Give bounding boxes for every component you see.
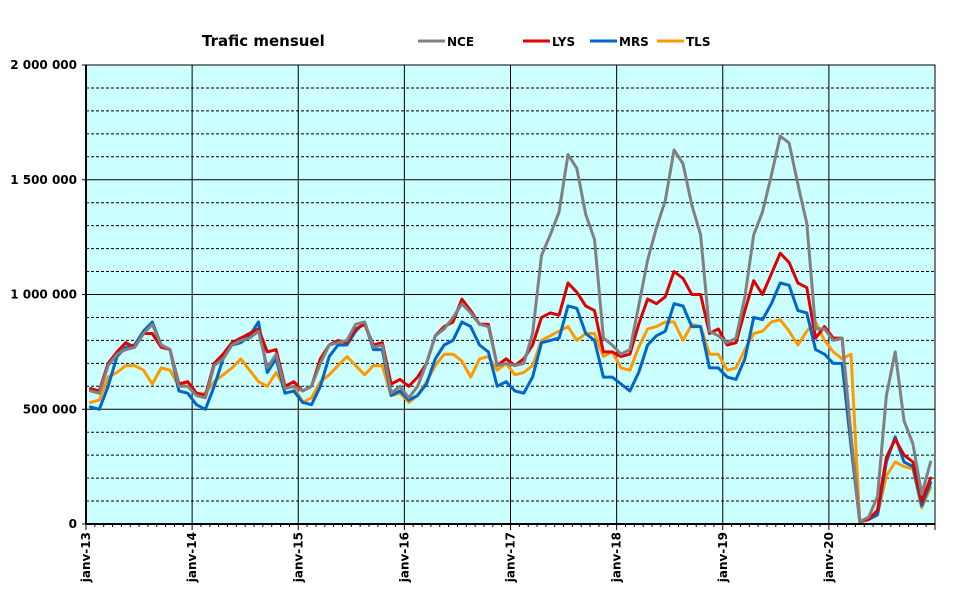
legend-label-mrs: MRS <box>619 35 649 49</box>
y-tick-label: 1 500 000 <box>10 173 77 187</box>
x-tick-labels: janv-13 janv-14 janv-15 janv-16 janv-17 janv-… <box>79 532 836 583</box>
vertical-gridlines <box>191 65 830 524</box>
legend-label-tls: TLS <box>686 35 710 49</box>
x-tick-label: janv-19 <box>716 532 730 583</box>
x-tick-label: janv-13 <box>79 532 93 583</box>
legend-label-lys: LYS <box>552 35 575 49</box>
y-tick-label: 500 000 <box>23 402 77 416</box>
minor-gridlines <box>86 87 935 502</box>
chart-title: Trafic mensuel <box>202 32 325 50</box>
y-tick-label: 0 <box>69 517 77 531</box>
series-line-nce <box>88 134 933 524</box>
x-tick-label: janv-16 <box>397 532 411 583</box>
legend-label-nce: NCE <box>447 35 474 49</box>
series-lines <box>88 134 933 524</box>
x-tick-label: janv-17 <box>504 532 518 583</box>
y-tick-label: 2 000 000 <box>10 58 77 72</box>
y-tick-label: 1 000 000 <box>10 288 77 302</box>
x-tick-label: janv-20 <box>822 532 836 583</box>
y-tick-labels: 0 500 000 1 000 000 1 500 000 2 000 000 <box>10 58 77 531</box>
legend: NCE LYS MRS TLS <box>418 35 710 49</box>
x-tick-label: janv-14 <box>185 532 199 583</box>
x-tick-label: janv-18 <box>610 532 624 583</box>
series-line-tls <box>88 318 933 524</box>
x-tick-label: janv-15 <box>291 532 305 583</box>
axes <box>82 64 936 530</box>
